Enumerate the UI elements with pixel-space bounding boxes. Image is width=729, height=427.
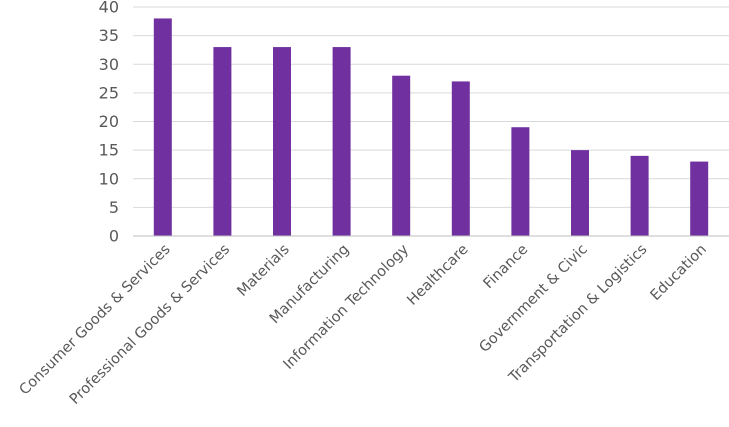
y-tick-label: 5 [109, 198, 119, 217]
x-category-label: Finance [481, 241, 532, 292]
bar-8 [571, 150, 589, 236]
y-tick-label: 25 [99, 83, 119, 102]
bar-7 [511, 127, 530, 236]
y-axis-tick-labels: 0 5 10 15 20 25 30 35 40 [99, 0, 119, 246]
bar-4 [332, 47, 351, 237]
bar-3 [273, 47, 291, 237]
gridlines [133, 6, 729, 208]
bar-9 [630, 155, 649, 236]
y-tick-label: 10 [99, 169, 119, 188]
bar-1 [153, 18, 172, 237]
y-tick-label: 15 [99, 141, 119, 160]
bar-2 [213, 47, 232, 237]
x-category-label: Healthcare [404, 241, 471, 308]
bars [153, 18, 709, 237]
y-tick-label: 0 [109, 227, 119, 246]
x-category-label: Government & Civic [476, 241, 590, 355]
y-tick-label: 20 [99, 112, 119, 131]
x-category-label: Information Technology [281, 241, 413, 373]
bar-5 [392, 75, 411, 236]
x-category-label: Education [648, 242, 710, 304]
y-tick-label: 30 [99, 55, 119, 74]
bar-6 [451, 81, 470, 236]
x-category-label: Materials [235, 242, 293, 300]
y-tick-label: 40 [99, 0, 119, 17]
y-tick-label: 35 [99, 26, 119, 45]
bar-10 [690, 161, 709, 236]
